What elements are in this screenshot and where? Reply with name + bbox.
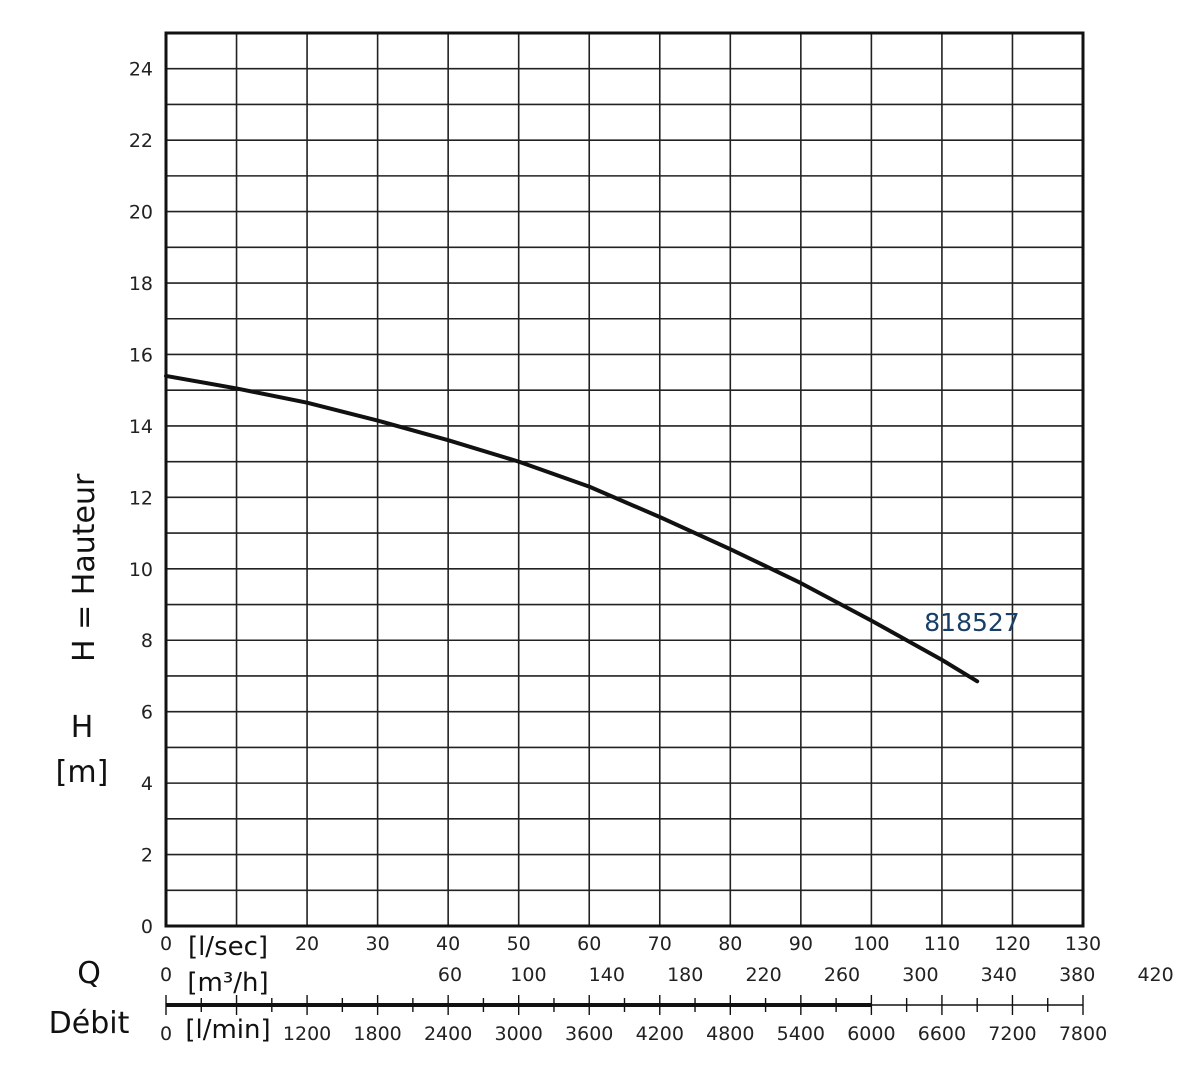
x-tick-label-lmin: 7200 — [988, 1023, 1036, 1045]
y-axis-unit: [m] — [56, 755, 109, 790]
y-tick-label: 22 — [129, 130, 153, 152]
x-unit-lmin: [l/min] — [185, 1015, 270, 1045]
x-axis-label: Débit — [49, 1006, 130, 1041]
x-tick-label-lsec: 100 — [853, 933, 889, 955]
y-tick-label: 20 — [129, 202, 153, 224]
y-tick-label: 6 — [141, 702, 153, 724]
y-tick-label: 16 — [129, 344, 153, 366]
y-tick-label: 4 — [141, 773, 153, 795]
x-tick-label-m3h: 180 — [667, 964, 703, 986]
x-tick-label-m3h: 60 — [438, 964, 462, 986]
y-tick-label: 18 — [129, 273, 153, 295]
plot-frame — [164, 31, 1085, 928]
x-tick-label-m3h: 100 — [510, 964, 546, 986]
y-tick-label: 0 — [141, 916, 153, 938]
series-label: 818527 — [924, 608, 1019, 637]
x-tick-label-lmin: 2400 — [424, 1023, 472, 1045]
y-axis-label: H = Hauteur — [67, 473, 102, 662]
x-unit-lsec: [l/sec] — [188, 932, 268, 962]
x-tick-label-m3h: 140 — [589, 964, 625, 986]
x-tick-label-lsec: 40 — [436, 933, 460, 955]
y-axis-symbol: H — [71, 710, 94, 745]
x-tick-label-lsec: 70 — [648, 933, 672, 955]
x-tick-label-lmin: 0 — [160, 1023, 172, 1045]
x-scales: 0 20 30 40 50 60 70 80 90 100 110 120 130 0 60 100 140 18… — [160, 933, 1174, 1045]
y-tick-label: 14 — [129, 416, 153, 438]
series-curve — [164, 373, 980, 684]
x-tick-label-lmin: 7800 — [1059, 1023, 1107, 1045]
x-tick-label-lsec: 30 — [366, 933, 390, 955]
x-tick-label-lmin: 5400 — [777, 1023, 825, 1045]
x-tick-label-lsec: 20 — [295, 933, 319, 955]
x-tick-label-lmin: 6000 — [847, 1023, 895, 1045]
y-tick-label: 2 — [141, 845, 153, 867]
x-tick-label-m3h: 0 — [160, 964, 172, 986]
y-tick-label: 8 — [141, 630, 153, 652]
x-tick-label-m3h: 260 — [824, 964, 860, 986]
y-tick-label: 12 — [129, 487, 153, 509]
x-tick-label-lmin: 1200 — [283, 1023, 331, 1045]
x-tick-label-lsec: 120 — [994, 933, 1030, 955]
x-tick-label-lsec: 110 — [924, 933, 960, 955]
x-tick-label-lsec: 90 — [789, 933, 813, 955]
x-tick-label-m3h: 380 — [1059, 964, 1095, 986]
x-tick-label-m3h: 420 — [1137, 964, 1173, 986]
x-tick-label-lsec: 80 — [718, 933, 742, 955]
x-tick-label-lmin: 3000 — [495, 1023, 543, 1045]
x-unit-m3h: [m³/h] — [187, 968, 268, 998]
x-tick-label-lsec: 50 — [507, 933, 531, 955]
x-tick-label-lmin: 4800 — [706, 1023, 754, 1045]
y-tick-label: 10 — [129, 559, 153, 581]
x-tick-label-lsec: 60 — [577, 933, 601, 955]
x-axis-symbol: Q — [77, 956, 101, 991]
grid — [165, 33, 1084, 926]
x-tick-label-lmin: 6600 — [918, 1023, 966, 1045]
x-tick-label-lmin: 3600 — [565, 1023, 613, 1045]
curve-layer: 818527 — [164, 373, 1020, 684]
x-tick-label-m3h: 300 — [902, 964, 938, 986]
x-tick-label-m3h: 220 — [745, 964, 781, 986]
x-tick-label-lsec: 0 — [160, 933, 172, 955]
x-tick-label-lmin: 4200 — [636, 1023, 684, 1045]
x-tick-label-m3h: 340 — [981, 964, 1017, 986]
x-tick-label-lsec: 130 — [1065, 933, 1101, 955]
y-tick-label: 24 — [129, 59, 153, 81]
x-tick-label-lmin: 1800 — [353, 1023, 401, 1045]
